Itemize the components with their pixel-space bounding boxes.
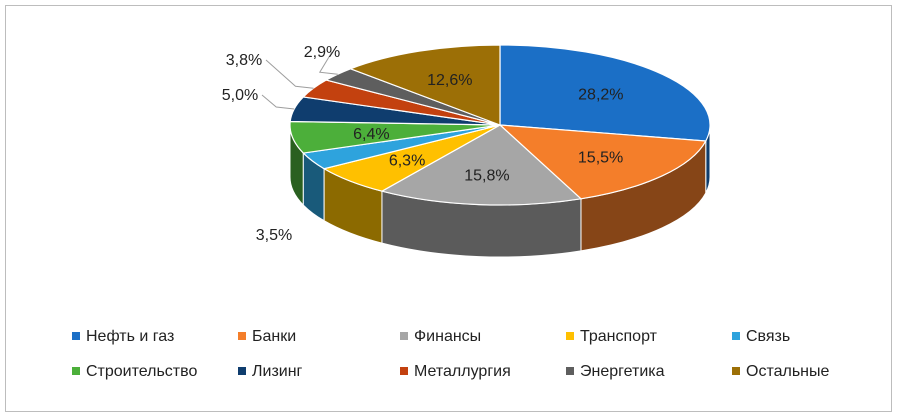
legend-swatch: [400, 332, 408, 340]
slice-финансы: [380, 124, 583, 206]
pie-slices: [289, 44, 711, 206]
pie-sides: [289, 124, 711, 258]
legend-item-лизинг: Лизинг: [238, 363, 303, 380]
legend-label: Лизинг: [252, 363, 303, 380]
legend-label: Связь: [746, 328, 790, 345]
leader-line-лизинг: [261, 94, 295, 110]
legend-item-строительство: Строительство: [72, 363, 197, 380]
slice-нефть-и-газ: [499, 44, 711, 142]
legend-item-банки: Банки: [238, 328, 296, 345]
legend-swatch: [72, 332, 80, 340]
legend-item-финансы: Финансы: [400, 328, 481, 345]
legend-item-энергетика: Энергетика: [566, 363, 665, 380]
data-label-лизинг: 5,0%: [222, 87, 258, 104]
data-labels: 28,2% 15,5% 15,8% 6,3% 3,5% 6,4% 5,0% 3,8% 2,9% 1…: [222, 44, 624, 244]
legend-label: Энергетика: [580, 363, 665, 380]
data-label-энергетика: 2,9%: [304, 44, 340, 61]
legend-label: Строительство: [86, 363, 197, 380]
legend: Нефть и газ Банки Финансы Транспорт Связь Стр…: [72, 328, 830, 380]
legend-swatch: [732, 367, 740, 375]
data-label-транспорт: 6,3%: [389, 153, 425, 170]
legend-item-транспорт: Транспорт: [566, 328, 658, 345]
legend-label: Металлургия: [414, 363, 511, 380]
legend-item-нефть-и-газ: Нефть и газ: [72, 328, 174, 345]
legend-label: Остальные: [746, 363, 830, 380]
data-label-строительство: 6,4%: [353, 126, 389, 143]
legend-swatch: [732, 332, 740, 340]
leader-line-металлургия: [265, 59, 314, 89]
leader-line-энергетика: [318, 51, 338, 75]
legend-label: Финансы: [414, 328, 481, 345]
slice-остальные: [348, 44, 501, 126]
legend-swatch: [238, 367, 246, 375]
data-label-металлургия: 3,8%: [226, 52, 262, 69]
legend-item-остальные: Остальные: [732, 363, 830, 380]
legend-swatch: [238, 332, 246, 340]
legend-swatch: [400, 367, 408, 375]
legend-item-связь: Связь: [732, 328, 790, 345]
data-label-остальные: 12,6%: [427, 72, 472, 89]
leader-lines: [261, 51, 338, 110]
slice-банки: [498, 124, 707, 200]
legend-label: Нефть и газ: [86, 328, 174, 345]
data-label-нефть-и-газ: 28,2%: [578, 87, 623, 104]
legend-label: Банки: [252, 328, 296, 345]
legend-item-металлургия: Металлургия: [400, 363, 511, 380]
legend-label: Транспорт: [580, 328, 658, 345]
data-label-финансы: 15,8%: [464, 167, 509, 184]
legend-swatch: [72, 367, 80, 375]
legend-swatch: [566, 332, 574, 340]
legend-swatch: [566, 367, 574, 375]
data-label-банки: 15,5%: [578, 149, 623, 166]
data-label-связь: 3,5%: [256, 227, 292, 244]
